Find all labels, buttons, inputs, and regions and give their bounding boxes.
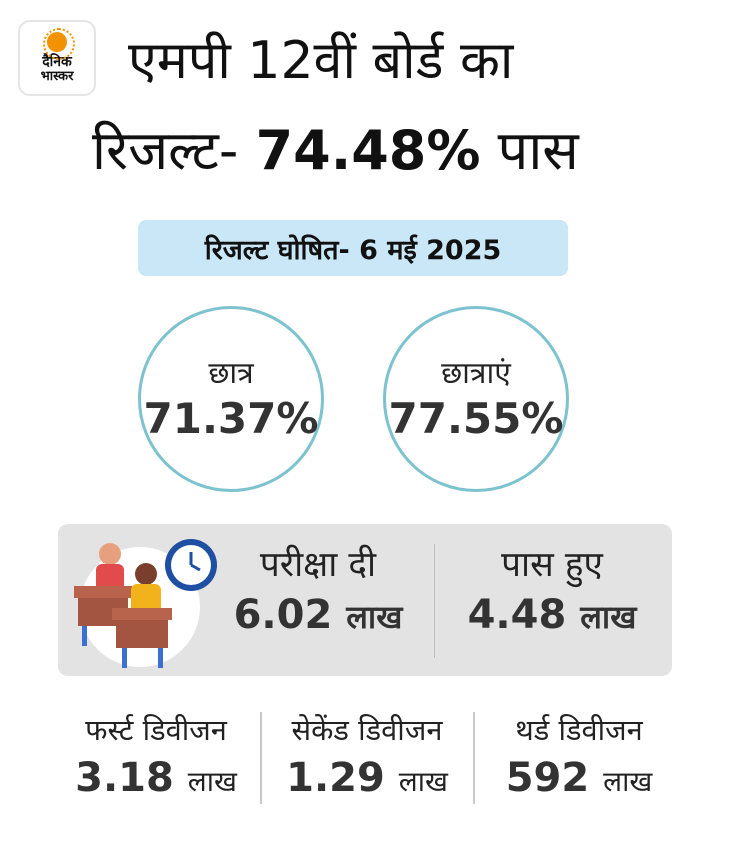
second-division-unit: लाख <box>398 765 448 798</box>
appeared-label: परीक्षा दी <box>259 545 377 585</box>
girls-value: 77.55% <box>388 394 564 443</box>
appeared-number: 6.02 लाख <box>208 588 428 644</box>
third-division-label: थर्ड डिवीजन <box>515 713 643 747</box>
division-divider <box>473 712 475 804</box>
headline-prefix: रिजल्ट- <box>92 119 256 182</box>
third-division-number: 592 लाख <box>474 750 684 810</box>
girls-label: छात्राएं <box>441 356 511 391</box>
appeared-unit: लाख <box>346 598 403 636</box>
first-division-stat: फर्स्ट डिवीजन 3.18 लाख <box>52 710 260 810</box>
first-division-unit: लाख <box>187 765 237 798</box>
first-division-value: 3.18 <box>75 755 174 801</box>
third-division-unit: लाख <box>603 765 653 798</box>
stats-divider <box>434 544 435 658</box>
exam-stats-box: परीक्षा दी 6.02 लाख पास हुए 4.48 लाख <box>58 524 672 676</box>
second-division-label: सेकेंड डिवीजन <box>291 713 443 747</box>
headline-line2: रिजल्ट- 74.48% पास <box>92 116 579 186</box>
third-division-stat: थर्ड डिवीजन 592 लाख <box>474 710 684 810</box>
third-division-value: 592 <box>505 755 590 801</box>
appeared-value: 6.02 <box>233 592 333 638</box>
passed-unit: लाख <box>580 598 637 636</box>
division-divider <box>260 712 262 804</box>
logo-text-line2: भास्कर <box>40 69 74 84</box>
girls-pass-circle: छात्राएं 77.55% <box>383 306 569 492</box>
headline-pass-percentage: 74.48% <box>255 119 481 182</box>
headline-line1: एमपी 12वीं बोर्ड का <box>128 31 514 91</box>
boys-value: 71.37% <box>143 394 319 443</box>
passed-number: 4.48 लाख <box>442 588 662 644</box>
students-exam-illustration-icon <box>74 539 217 668</box>
sun-icon <box>43 28 75 60</box>
dainik-bhaskar-logo: दैनिक भास्कर <box>18 20 96 96</box>
passed-label: पास हुए <box>501 545 603 585</box>
boys-label: छात्र <box>208 356 254 391</box>
first-division-label: फर्स्ट डिवीजन <box>85 713 227 747</box>
boys-pass-circle: छात्र 71.37% <box>138 306 324 492</box>
second-division-number: 1.29 लाख <box>262 750 472 810</box>
passed-value: 4.48 <box>467 592 567 638</box>
second-division-value: 1.29 <box>286 755 385 801</box>
first-division-number: 3.18 लाख <box>52 750 260 810</box>
headline-suffix: पास <box>480 119 579 182</box>
second-division-stat: सेकेंड डिवीजन 1.29 लाख <box>262 710 472 810</box>
appeared-stat: परीक्षा दी 6.02 लाख <box>208 542 428 644</box>
passed-stat: पास हुए 4.48 लाख <box>442 542 662 644</box>
result-date-badge: रिजल्ट घोषित- 6 मई 2025 <box>138 220 568 276</box>
